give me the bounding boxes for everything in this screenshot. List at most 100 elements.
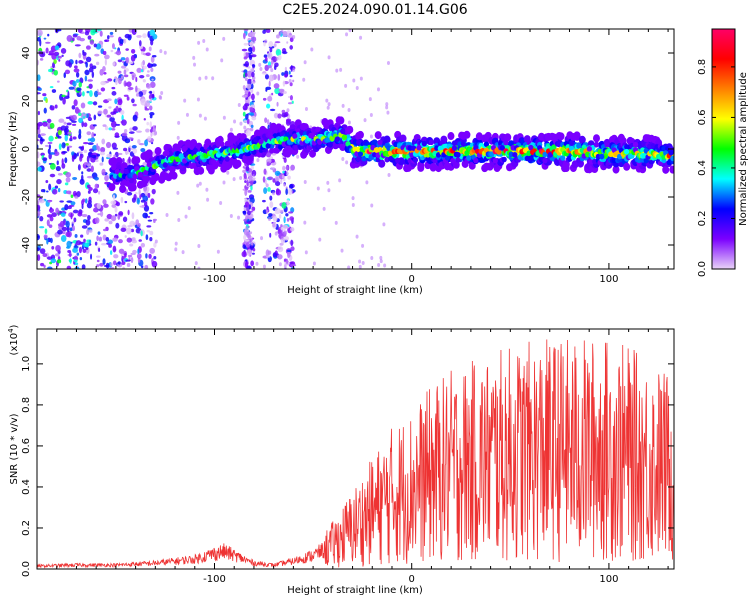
- spectrogram-noise-cell: [121, 119, 127, 126]
- spectrogram-noise-cell: [286, 199, 290, 206]
- spectrogram-noise-cell: [83, 238, 86, 243]
- spectrogram-noise-cell: [286, 258, 289, 265]
- spectrogram-noise-cell: [287, 253, 291, 258]
- spectrogram-noise-cell: [140, 242, 146, 248]
- spectrogram-noise-cell: [45, 47, 49, 54]
- spectrogram-noise-cell: [48, 68, 53, 73]
- spectrogram-noise-cell: [121, 256, 126, 260]
- spectrogram-noise-cell: [267, 52, 273, 59]
- spectrogram-ridge-cell: [417, 163, 425, 172]
- spectrogram-noise-cell: [126, 81, 132, 88]
- spectrogram-noise-cell: [245, 165, 250, 172]
- spectrogram-ridge-cell: [309, 132, 316, 139]
- spectrogram-ridge-cell: [399, 134, 407, 143]
- spectrogram-noise-cell: [267, 176, 274, 181]
- spectrogram-noise-cell: [289, 216, 295, 221]
- spectrogram-noise-cell: [252, 247, 256, 252]
- spectrogram-noise-cell: [122, 216, 128, 223]
- spectrogram-noise-cell: [37, 74, 41, 82]
- spectrogram-noise-cell: [145, 234, 149, 241]
- spectrogram-noise-cell: [110, 215, 117, 222]
- spectrogram-noise-cell: [86, 155, 90, 163]
- spectrogram-ridge-cell: [317, 139, 323, 145]
- colorbar-ticks: 0.0 0.2 0.4 0.6 0.8: [697, 59, 735, 277]
- spectrogram-noise-cell: [264, 117, 268, 123]
- spectrogram-noise-cell: [149, 111, 155, 116]
- spectrogram-noise-cell: [341, 156, 345, 161]
- spectrogram-noise-cell: [135, 93, 140, 97]
- spectrogram-noise-cell: [111, 86, 116, 90]
- spectrogram-noise-cell: [55, 166, 61, 172]
- spectrogram-noise-cell: [126, 227, 132, 235]
- colorbar-tick-label: 0.8: [697, 59, 708, 75]
- spectrogram-noise-cell: [51, 89, 57, 93]
- spectrogram-noise-cell: [93, 114, 97, 121]
- spectrogram-noise-cell: [46, 256, 53, 260]
- spectrogram-noise-cell: [287, 34, 294, 38]
- spectrogram-noise-cell: [102, 234, 107, 241]
- spectrogram-noise-cell: [267, 95, 273, 102]
- x-tick-label: 0: [409, 274, 415, 285]
- spectrogram-noise-cell: [37, 166, 42, 172]
- spectrogram-ridge-cell: [624, 148, 630, 155]
- spectrogram-noise-cell: [55, 207, 59, 214]
- spectrogram-ridge-cell: [560, 155, 566, 161]
- spectrogram-noise-cell: [136, 130, 142, 133]
- spectrogram-noise-cell: [78, 133, 82, 140]
- spectrogram-noise-cell: [68, 62, 72, 68]
- spectrogram-noise-cell: [91, 154, 97, 159]
- spectrogram-noise-cell: [138, 239, 142, 242]
- spectrogram-ridge-cell: [357, 151, 364, 157]
- spectrogram-noise-cell: [81, 213, 88, 218]
- spectrogram-noise-cell: [269, 108, 276, 112]
- spectrogram-noise-cell: [73, 65, 78, 69]
- spectrogram-noise-cell: [266, 206, 269, 210]
- spectrogram-noise-cell: [61, 142, 66, 149]
- spectrogram-noise-cell: [222, 115, 226, 120]
- spectrogram-noise-cell: [141, 69, 144, 73]
- spectrogram-noise-cell: [290, 207, 295, 213]
- spectrogram-noise-cell: [205, 47, 209, 52]
- spectrogram-ridge-cell: [144, 175, 151, 181]
- spectrogram-noise-cell: [243, 52, 246, 58]
- spectrogram-noise-cell: [146, 74, 150, 78]
- spectrogram-noise-cell: [75, 59, 78, 65]
- spectrogram-noise-cell: [107, 35, 110, 40]
- spectrogram-noise-cell: [147, 136, 152, 141]
- spectrogram-noise-cell: [82, 248, 87, 253]
- spectrogram-noise-cell: [97, 110, 103, 115]
- spectrogram-ridge-cell: [501, 156, 507, 163]
- spectrogram-noise-cell: [82, 91, 85, 97]
- spectrogram-noise-cell: [118, 152, 123, 156]
- spectrogram-ridge-cell: [146, 161, 152, 168]
- spectrogram-noise-cell: [117, 98, 123, 106]
- spectrogram-noise-cell: [71, 123, 77, 126]
- spectrogram-noise-cell: [70, 120, 77, 123]
- spectrogram-noise-cell: [49, 105, 55, 111]
- spectrogram-noise-cell: [67, 90, 70, 98]
- spectrogram-noise-cell: [196, 183, 200, 188]
- spectrogram-ridge-cell: [377, 139, 383, 146]
- spectrogram-noise-cell: [244, 201, 250, 208]
- snr-multiplier-base: (x10: [9, 333, 20, 356]
- spectrogram-noise-cell: [131, 48, 136, 54]
- spectrogram-noise-cell: [159, 49, 163, 54]
- spectrogram-noise-cell: [76, 152, 79, 157]
- spectrogram-noise-cell: [97, 29, 102, 32]
- spectrogram-noise-cell: [86, 90, 90, 94]
- spectrogram-noise-cell: [386, 60, 390, 65]
- spectrogram-ridge-cell: [356, 156, 362, 162]
- spectrogram-noise-cell: [327, 102, 331, 107]
- spectrogram-noise-cell: [277, 74, 281, 81]
- spectrogram-noise-cell: [95, 43, 102, 50]
- spectrogram-ridge-cell: [256, 152, 262, 158]
- spectrogram-noise-cell: [260, 236, 264, 241]
- spectrogram-noise-cell: [249, 78, 252, 82]
- spectrogram-noise-cell: [283, 183, 286, 187]
- spectrogram-noise-cell: [146, 225, 152, 228]
- spectrogram-noise-cell: [252, 174, 255, 177]
- spectrogram-noise-cell: [72, 37, 75, 42]
- spectrogram-noise-cell: [251, 71, 255, 78]
- spectrogram-noise-cell: [100, 146, 106, 153]
- spectrogram-noise-cell: [72, 34, 78, 38]
